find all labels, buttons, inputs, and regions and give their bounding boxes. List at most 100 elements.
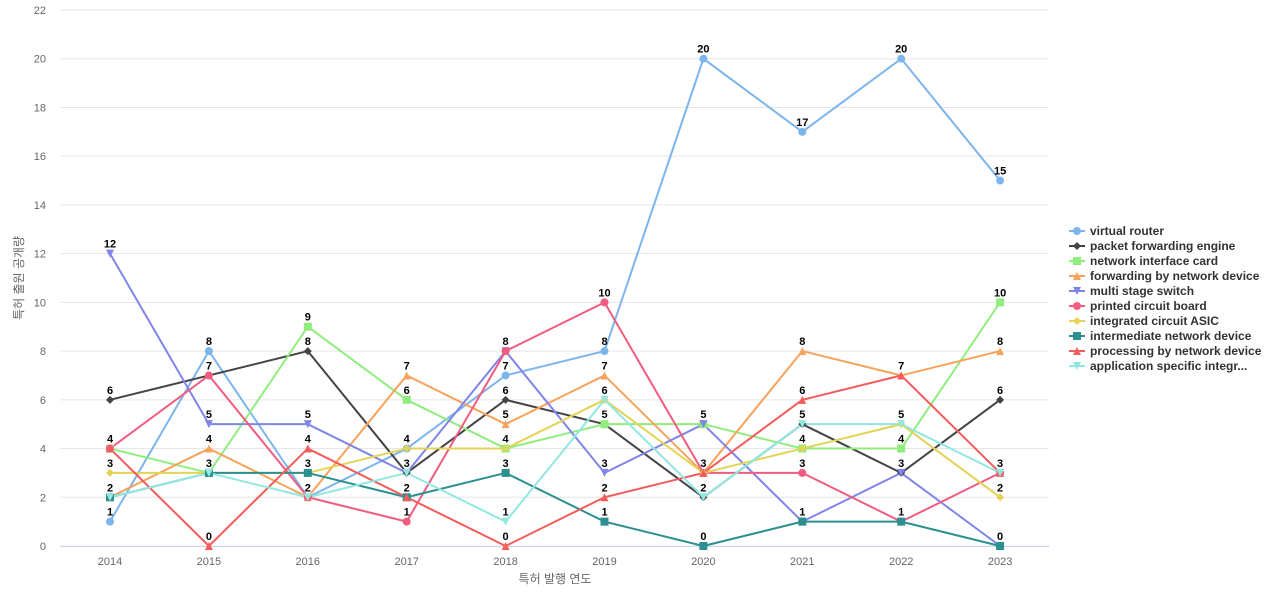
data-label: 5: [503, 409, 509, 421]
data-point: [501, 468, 510, 477]
data-point: [402, 371, 411, 380]
x-tick-label: 2022: [889, 556, 913, 568]
data-label: 3: [107, 458, 113, 470]
data-label: 4: [799, 434, 806, 446]
data-point: [996, 468, 1005, 477]
series-line: [109, 398, 1001, 523]
data-point: [798, 420, 807, 429]
legend-item-label: printed circuit board: [1090, 299, 1207, 313]
data-point: [996, 176, 1005, 185]
data-point: [204, 347, 213, 356]
data-label: 5: [601, 409, 607, 421]
data-label: 1: [898, 507, 904, 519]
x-tick-label: 2016: [296, 556, 320, 568]
data-point: [106, 395, 114, 404]
data-point: [600, 420, 609, 429]
data-point: [600, 347, 609, 356]
data-point: [996, 395, 1005, 404]
data-point: [402, 493, 411, 502]
data-label: 4: [305, 434, 312, 446]
data-point: [204, 371, 213, 380]
y-tick-label: 4: [40, 444, 46, 456]
data-label: 1: [503, 507, 509, 519]
data-label: 1: [404, 507, 410, 519]
data-point: [204, 420, 213, 429]
x-tick-label: 2018: [493, 556, 517, 568]
data-label: 7: [898, 360, 904, 372]
data-label: 7: [206, 360, 212, 372]
data-label: 6: [404, 385, 410, 397]
data-point: [501, 371, 510, 380]
legend-marker: [1073, 242, 1081, 250]
legend-item-label: network interface card: [1090, 254, 1218, 268]
data-label: 12: [104, 239, 116, 251]
data-label: 6: [107, 385, 113, 397]
y-tick-label: 8: [40, 346, 46, 358]
data-label: 4: [898, 434, 905, 446]
data-label: 17: [796, 117, 808, 129]
data-label: 2: [700, 482, 706, 494]
y-tick-label: 18: [34, 102, 46, 114]
data-point: [798, 127, 807, 136]
data-point: [600, 395, 609, 404]
data-label: 2: [997, 482, 1003, 494]
data-label: 5: [206, 409, 212, 421]
y-tick-label: 2: [40, 492, 46, 504]
legend-item-label: intermediate network device: [1090, 329, 1252, 343]
data-point: [996, 347, 1005, 356]
x-axis-ticks: 2014 2015 2016 2017 2018 2019 2020 2021 2022 2023: [98, 556, 1013, 568]
data-label: 6: [799, 385, 805, 397]
data-point: [303, 493, 312, 502]
data-label: 0: [700, 531, 706, 543]
legend-marker: [1073, 287, 1081, 295]
series-line: [109, 301, 1001, 523]
data-label: 3: [503, 458, 509, 470]
legend-item-label: packet forwarding engine: [1090, 239, 1236, 253]
data-label: 9: [305, 312, 311, 324]
legend-marker: [1073, 257, 1081, 265]
x-tick-label: 2017: [394, 556, 418, 568]
data-point: [303, 347, 312, 356]
data-point: [897, 371, 906, 380]
data-point: [501, 542, 510, 550]
data-label: 2: [601, 482, 607, 494]
data-point: [501, 444, 510, 453]
legend-marker: [1073, 302, 1081, 310]
data-label: 7: [601, 360, 607, 372]
data-label: 3: [601, 458, 607, 470]
data-point: [699, 542, 708, 550]
data-point: [106, 468, 114, 477]
data-label: 8: [997, 336, 1003, 348]
data-point: [600, 298, 609, 307]
data-point: [600, 371, 609, 380]
data-point: [897, 468, 906, 477]
data-label: 3: [898, 458, 904, 470]
data-point: [204, 468, 213, 477]
data-point: [501, 395, 510, 404]
legend-item-label: multi stage switch: [1090, 284, 1194, 298]
data-label: 2: [404, 482, 410, 494]
data-point: [600, 517, 609, 526]
y-axis-ticks: 0 2 4 6 8 10 12 14 16 18 20 22: [34, 5, 46, 553]
legend-marker: [1073, 347, 1081, 355]
data-label: 6: [997, 385, 1003, 397]
data-point: [303, 444, 312, 453]
data-label: 3: [404, 458, 410, 470]
x-tick-label: 2023: [988, 556, 1012, 568]
data-label: 3: [700, 458, 706, 470]
data-point: [798, 468, 807, 477]
data-point: [996, 493, 1005, 502]
series-line: [109, 374, 1001, 547]
data-label: 2: [107, 482, 113, 494]
data-point: [600, 493, 609, 502]
data-label: 10: [598, 287, 610, 299]
data-point: [798, 347, 807, 356]
data-point: [204, 444, 213, 453]
data-point: [897, 517, 906, 526]
data-label: 8: [799, 336, 805, 348]
data-label: 5: [898, 409, 904, 421]
legend-item-label: integrated circuit ASIC: [1090, 314, 1219, 328]
data-label: 2: [305, 482, 311, 494]
data-label: 0: [997, 531, 1003, 543]
data-label: 0: [503, 531, 509, 543]
